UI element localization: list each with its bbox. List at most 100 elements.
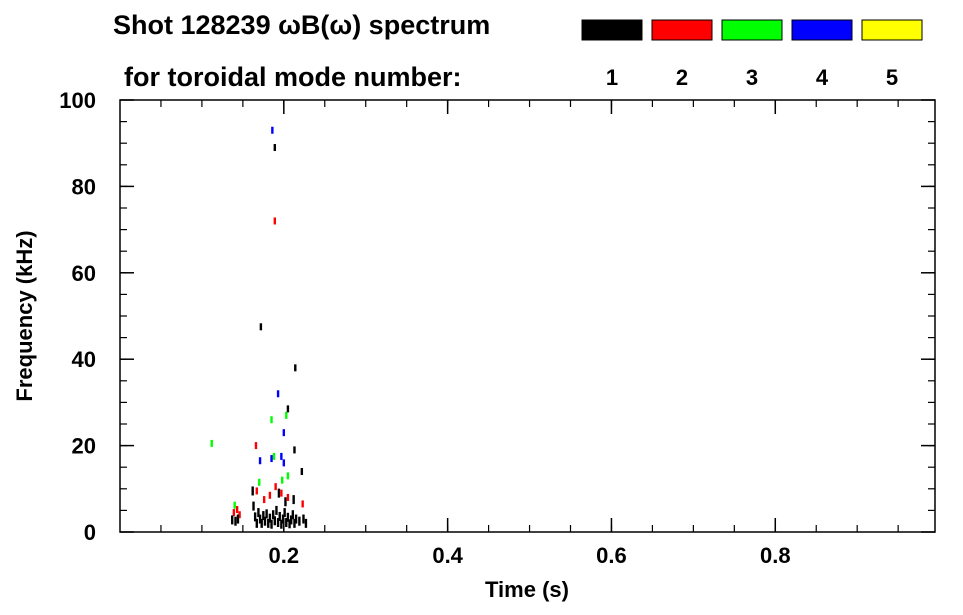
- spectrum-point-mode-2: [280, 489, 283, 497]
- spectrum-point-mode-1: [271, 510, 275, 520]
- x-tick-label: 0.6: [596, 543, 627, 568]
- spectrum-point-mode-1: [292, 495, 295, 505]
- spectrum-point-mode-2: [268, 491, 272, 499]
- spectrum-point-mode-1: [275, 505, 278, 515]
- spectrum-point-mode-2: [273, 217, 277, 225]
- spectrum-point-mode-1: [298, 516, 301, 526]
- spectrum-point-mode-1: [288, 519, 291, 529]
- spectrum-point-mode-1: [284, 497, 287, 507]
- y-tick-label: 0: [84, 520, 96, 545]
- spectrum-point-mode-2: [235, 506, 239, 514]
- spectrum-point-mode-3: [285, 411, 288, 419]
- spectrum-point-mode-1: [280, 519, 283, 529]
- spectrum-point-mode-2: [286, 493, 290, 501]
- y-tick-label: 20: [72, 434, 96, 459]
- spectrum-point-mode-4: [282, 459, 286, 467]
- spectrum-point-mode-4: [282, 429, 286, 437]
- spectrum-point-mode-1: [281, 514, 285, 524]
- spectrum-point-mode-3: [258, 478, 261, 486]
- legend-label: 2: [676, 65, 688, 90]
- spectrum-point-mode-1: [253, 512, 257, 522]
- spectrum-point-mode-1: [258, 514, 262, 524]
- y-tick-label: 100: [59, 88, 96, 113]
- spectrum-point-mode-1: [236, 514, 240, 524]
- spectrum-point-mode-3: [280, 476, 284, 484]
- legend-swatch-mode-1: [581, 19, 643, 41]
- legend-label: 1: [606, 65, 618, 90]
- spectrum-point-mode-1: [262, 511, 265, 521]
- spectrum-point-mode-1: [277, 488, 281, 498]
- spectrum-point-mode-1: [276, 517, 280, 527]
- spectrum-point-mode-1: [289, 515, 293, 525]
- spectrum-point-mode-1: [291, 510, 295, 520]
- spectrum-point-mode-1: [304, 518, 308, 528]
- spectrum-point-mode-1: [294, 364, 297, 372]
- x-tick-label: 0.8: [760, 543, 791, 568]
- plot-frame: [119, 99, 936, 533]
- spectrum-point-mode-4: [258, 457, 262, 465]
- spectrum-point-mode-1: [255, 518, 258, 528]
- legend-label: 3: [746, 65, 758, 90]
- chart-title: Shot 128239 ωB(ω) spectrum: [113, 10, 490, 40]
- spectrum-point-mode-1: [252, 501, 255, 511]
- spectrum-point-mode-1: [260, 518, 263, 528]
- legend-label: 5: [886, 65, 898, 90]
- spectrum-point-mode-1: [278, 511, 281, 521]
- spectrum-point-mode-1: [265, 509, 268, 519]
- spectrum-point-mode-1: [251, 486, 254, 496]
- spectrum-point-mode-1: [268, 513, 272, 523]
- spectrum-point-mode-1: [270, 519, 273, 529]
- legend-swatch-mode-4: [791, 19, 853, 41]
- spectrum-point-mode-1: [286, 405, 290, 413]
- spectrum-point-mode-1: [300, 468, 304, 476]
- spectrum-point-mode-3: [286, 472, 290, 480]
- spectrum-point-mode-1: [293, 446, 296, 454]
- spectrum-point-mode-3: [270, 416, 273, 424]
- spectrum-point-mode-1: [294, 514, 298, 524]
- spectrum-point-mode-1: [267, 518, 270, 528]
- legend-label: 4: [816, 65, 829, 90]
- spectrum-point-mode-1: [273, 516, 277, 526]
- spectrum-point-mode-1: [259, 323, 263, 331]
- spectrum-point-mode-2: [255, 487, 258, 495]
- spectrum-point-mode-2: [262, 496, 266, 504]
- spectrum-point-mode-2: [232, 509, 236, 517]
- spectrum-point-mode-3: [210, 439, 213, 447]
- legend-swatch-mode-5: [861, 19, 923, 41]
- x-axis-label: Time (s): [485, 577, 569, 602]
- spectrum-point-mode-1: [302, 514, 305, 524]
- spectrum-point-mode-4: [271, 126, 274, 134]
- y-tick-label: 60: [72, 261, 96, 286]
- spectrum-point-mode-1: [234, 516, 237, 526]
- spectrum-point-mode-1: [231, 515, 234, 525]
- spectrum-point-mode-1: [257, 508, 260, 518]
- legend-swatch-mode-3: [721, 19, 783, 41]
- spectrum-point-mode-2: [301, 500, 304, 508]
- spectrum-point-mode-1: [293, 518, 296, 528]
- chart-title-line2: for toroidal mode number:: [124, 62, 462, 92]
- spectrum-point-mode-2: [274, 483, 277, 491]
- x-tick-label: 0.4: [432, 543, 463, 568]
- y-tick-label: 40: [72, 347, 96, 372]
- spectrum-point-mode-3: [272, 452, 276, 460]
- spectrum-point-mode-1: [273, 144, 277, 152]
- data-points: [210, 126, 308, 529]
- spectrum-point-mode-1: [283, 508, 286, 518]
- spectrum-point-mode-3: [233, 501, 236, 509]
- spectrum-point-mode-4: [280, 452, 283, 460]
- spectrum-point-mode-1: [285, 517, 288, 527]
- y-axis-label: Frequency (kHz): [12, 230, 37, 401]
- spectrum-point-mode-1: [286, 512, 290, 522]
- spectrum-point-mode-2: [254, 442, 258, 450]
- legend-swatch-mode-2: [651, 19, 713, 41]
- spectrum-point-mode-2: [238, 511, 241, 519]
- legend: 1 2 3 4 5: [581, 19, 923, 90]
- spectrum-point-mode-4: [276, 390, 280, 398]
- spectrum-point-mode-1: [263, 516, 267, 526]
- y-tick-label: 80: [72, 174, 96, 199]
- axis-ticks: 0.2 0.4 0.6 0.8 0 20 40 60 80 100: [59, 88, 935, 568]
- spectrum-point-mode-4: [270, 455, 273, 463]
- x-tick-label: 0.2: [269, 543, 300, 568]
